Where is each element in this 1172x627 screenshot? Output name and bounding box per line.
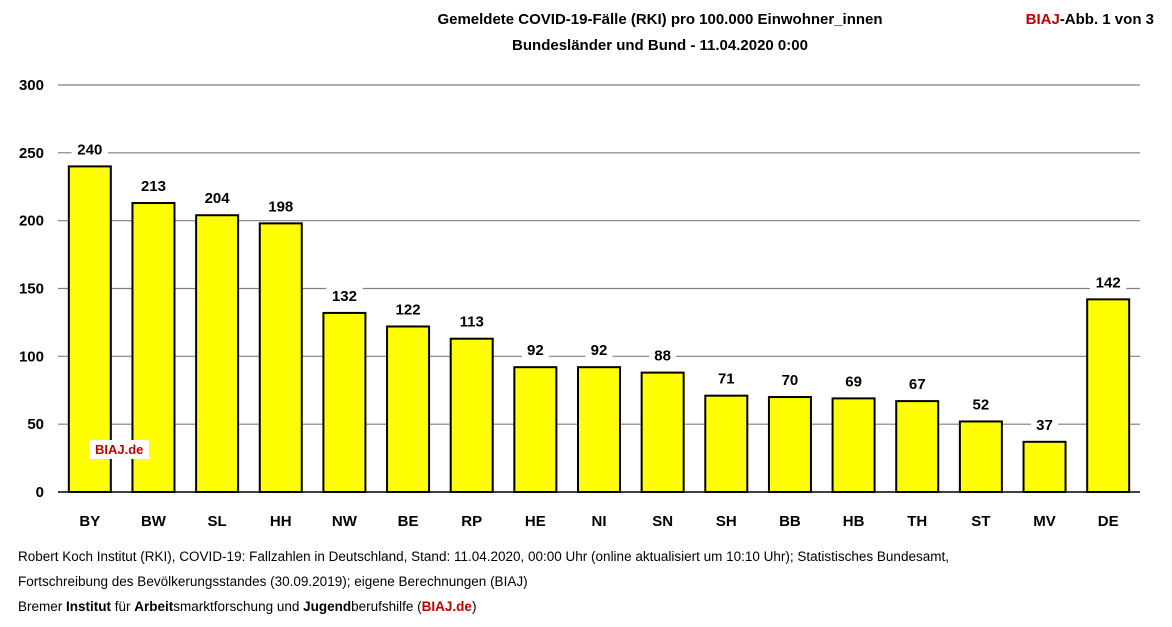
x-tick-label: TH xyxy=(907,513,927,530)
y-tick-label: 250 xyxy=(19,145,44,162)
data-label: 88 xyxy=(654,348,671,365)
data-label: 113 xyxy=(460,314,484,331)
bar xyxy=(704,394,749,493)
bar xyxy=(322,311,367,494)
data-label-background xyxy=(776,370,804,391)
x-tick-label: SH xyxy=(716,513,737,530)
y-tick-label: 50 xyxy=(27,416,44,433)
bars xyxy=(67,165,1131,494)
data-labels: 240 213 204 198 132 122 113 92 92 88 71 70 69 67 52 37 1… xyxy=(71,139,1127,435)
bar xyxy=(958,420,1003,494)
publisher-text: für xyxy=(111,599,135,614)
data-label-background xyxy=(389,299,427,320)
bar xyxy=(67,165,112,493)
figure-reference-brand: BIAJ xyxy=(1025,11,1060,28)
data-label-background xyxy=(712,368,740,389)
data-label: 142 xyxy=(1096,274,1121,291)
bar xyxy=(449,337,494,493)
data-label-background xyxy=(453,311,490,332)
y-tick-label: 150 xyxy=(19,281,44,298)
data-label-background xyxy=(71,139,109,160)
publisher-text: Bremer xyxy=(18,599,67,614)
y-tick-label: 100 xyxy=(19,348,44,365)
source-note-line-2: Fortschreibung des Bevölkerungsstandes (… xyxy=(18,574,528,589)
publisher-link[interactable]: BIAJ.de xyxy=(421,599,472,614)
data-label: 198 xyxy=(268,198,293,215)
bar xyxy=(195,214,240,494)
data-label: 37 xyxy=(1036,417,1053,434)
x-tick-label: SN xyxy=(652,513,673,530)
watermark-label: BIAJ.de xyxy=(89,440,150,459)
data-label: 92 xyxy=(591,342,608,359)
data-label-background xyxy=(326,285,363,306)
data-label: 92 xyxy=(527,342,544,359)
x-tick-label: SL xyxy=(208,513,227,530)
data-label: 204 xyxy=(205,190,231,207)
bar xyxy=(258,222,303,493)
x-tick-label: BE xyxy=(398,513,419,530)
data-label: 70 xyxy=(782,372,799,389)
chart-subtitle: Bundesländer und Bund - 11.04.2020 0:00 xyxy=(512,37,808,54)
data-label-background xyxy=(135,176,172,197)
data-label: 52 xyxy=(973,396,990,413)
data-label-background xyxy=(840,371,868,392)
x-tick-label: BY xyxy=(79,513,100,530)
data-label: 71 xyxy=(718,371,735,388)
x-axis-ticks: BY BW SL HH NW BE RP HE NI SN SH BB HB TH ST MV DE xyxy=(79,513,1118,530)
data-label-background xyxy=(1031,414,1059,435)
publisher-text-bold: Institut xyxy=(66,599,112,614)
bar xyxy=(1022,440,1067,494)
publisher-text-bold: Jugend xyxy=(303,599,352,614)
data-label: 213 xyxy=(141,178,166,195)
data-label-background xyxy=(967,394,995,415)
chart-title: Gemeldete COVID-19-Fälle (RKI) pro 100.0… xyxy=(437,11,883,28)
y-tick-label: 300 xyxy=(19,77,44,94)
publisher-text: ) xyxy=(471,599,477,614)
y-tick-label: 200 xyxy=(19,213,44,230)
data-label-background xyxy=(1089,272,1127,293)
data-label-background xyxy=(903,374,931,395)
x-tick-label: NW xyxy=(332,513,358,530)
x-tick-label: DE xyxy=(1098,513,1119,530)
x-tick-label: ST xyxy=(971,513,990,530)
data-label: 122 xyxy=(396,301,421,318)
data-label-background xyxy=(585,340,613,361)
publisher-text-bold: Arbeit xyxy=(134,599,174,614)
publisher-text: smarktforschung und xyxy=(173,599,304,614)
data-label-background xyxy=(198,188,236,209)
publisher-text: berufshilfe ( xyxy=(351,599,422,614)
bar xyxy=(895,400,940,493)
x-tick-label: HB xyxy=(843,513,865,530)
data-label-background xyxy=(521,340,549,361)
x-tick-label: BW xyxy=(141,513,167,530)
y-axis-ticks: 0 50 100 150 200 250 300 xyxy=(19,77,44,501)
x-tick-label: MV xyxy=(1033,513,1056,530)
bar xyxy=(767,396,812,493)
data-label: 67 xyxy=(909,376,926,393)
x-tick-label: RP xyxy=(461,513,482,530)
data-label: 240 xyxy=(77,141,102,158)
x-tick-label: HH xyxy=(270,513,292,530)
x-tick-label: NI xyxy=(592,513,607,530)
bar xyxy=(1086,298,1131,493)
figure-reference: BIAJ-Abb. 1 von 3 xyxy=(1026,11,1154,28)
bar xyxy=(640,371,685,494)
bar xyxy=(513,366,558,494)
bar xyxy=(576,366,622,494)
source-note-line-1: Robert Koch Institut (RKI), COVID-19: Fa… xyxy=(18,549,949,564)
data-label-background xyxy=(262,196,300,217)
x-tick-label: HE xyxy=(525,513,546,530)
figure-reference-text: -Abb. 1 von 3 xyxy=(1059,11,1154,28)
y-tick-label: 0 xyxy=(36,484,44,501)
data-label-background xyxy=(649,345,677,366)
bar xyxy=(386,325,431,493)
bar xyxy=(831,397,876,494)
x-tick-label: BB xyxy=(779,513,801,530)
publisher-note: Bremer Institut für Arbeitsmarktforschun… xyxy=(18,599,476,614)
data-label: 69 xyxy=(845,373,862,390)
data-label: 132 xyxy=(332,288,357,305)
